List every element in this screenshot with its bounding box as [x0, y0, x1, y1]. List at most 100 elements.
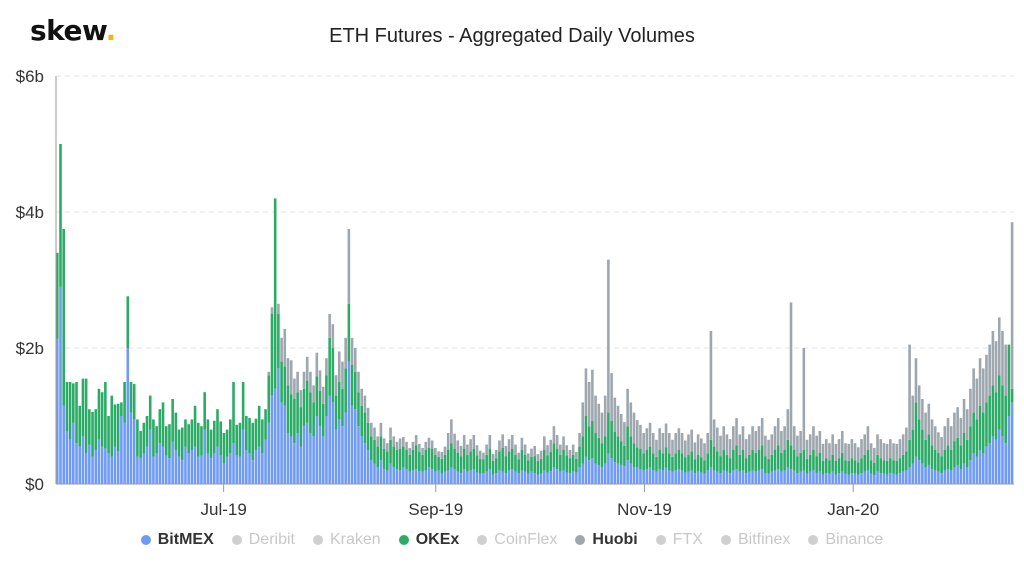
bar-huobi	[613, 397, 617, 432]
bar-okex	[293, 399, 296, 444]
bar-okex	[953, 441, 956, 467]
bar-huobi	[661, 433, 665, 454]
bar-okex	[430, 448, 434, 470]
bar-bitmex	[629, 463, 633, 484]
bar-okex	[655, 456, 658, 472]
bar-huobi	[405, 441, 408, 450]
bar-okex	[107, 416, 110, 454]
bar-huobi	[927, 403, 931, 435]
bar-bitmex	[321, 436, 325, 484]
bar-okex	[402, 446, 405, 467]
bar-bitmex	[917, 460, 921, 484]
bar-bitmex	[213, 453, 216, 484]
bar-huobi	[853, 443, 857, 461]
bar-okex	[946, 445, 950, 470]
bar-bitmex	[466, 471, 469, 484]
bar-bitmex	[664, 467, 668, 484]
bar-huobi	[619, 413, 623, 442]
bar-huobi	[786, 409, 790, 440]
bar-okex	[347, 303, 351, 362]
bar-bitmex	[100, 446, 104, 484]
bar-huobi	[536, 454, 540, 461]
bar-bitmex	[318, 426, 322, 484]
bar-okex	[712, 446, 716, 471]
legend-item-ftx[interactable]: FTX	[655, 531, 703, 549]
bar-okex	[555, 448, 559, 470]
bar-okex	[200, 426, 203, 456]
bar-huobi	[789, 302, 793, 446]
legend-item-deribit[interactable]: Deribit	[231, 531, 295, 549]
bar-bitmex	[635, 467, 639, 484]
bar-huobi	[360, 388, 363, 406]
bar-okex	[735, 445, 738, 470]
bar-okex	[568, 458, 572, 474]
bar-okex	[562, 450, 565, 471]
bar-okex	[350, 365, 354, 406]
bar-okex	[59, 144, 62, 287]
bar-bitmex	[446, 470, 450, 484]
bar-okex	[120, 402, 123, 416]
bar-bitmex	[177, 456, 181, 484]
bar-huobi	[639, 424, 642, 449]
bar-bitmex	[331, 402, 335, 484]
bar-huobi	[382, 438, 386, 449]
bar-okex	[386, 451, 389, 471]
bar-bitmex	[296, 433, 299, 484]
bar-okex	[818, 452, 822, 472]
bar-okex	[277, 314, 280, 369]
bar-bitmex	[129, 412, 133, 484]
legend-label: Bitfinex	[737, 531, 791, 548]
bar-okex	[139, 430, 142, 459]
bar-bitmex	[857, 474, 860, 484]
bar-bitmex	[978, 450, 982, 484]
bar-bitmex	[536, 474, 540, 484]
bar-okex	[97, 388, 101, 440]
bar-bitmex	[251, 460, 255, 484]
bar-huobi	[546, 445, 549, 456]
bar-bitmex	[277, 368, 280, 484]
bar-okex	[389, 439, 392, 464]
bar-huobi	[866, 426, 870, 450]
bar-bitmex	[209, 458, 213, 484]
bar-bitmex	[261, 453, 264, 484]
bar-bitmex	[523, 471, 527, 484]
legend-item-bitmex[interactable]: BitMEX	[140, 531, 214, 549]
bar-huobi	[296, 371, 299, 393]
bar-bitmex	[776, 469, 780, 484]
bar-bitmex	[885, 474, 889, 484]
bar-bitmex	[937, 471, 940, 484]
bar-huobi	[555, 435, 559, 449]
bar-okex	[722, 450, 726, 471]
bar-huobi	[395, 441, 399, 450]
bar-okex	[75, 382, 78, 444]
bar-bitmex	[514, 471, 517, 484]
bar-bitmex	[831, 471, 834, 484]
bar-bitmex	[873, 475, 876, 484]
bar-okex	[690, 451, 693, 471]
bar-huobi	[895, 443, 899, 461]
bar-bitmex	[805, 473, 809, 484]
bar-huobi	[744, 439, 748, 459]
bar-bitmex	[180, 460, 184, 484]
legend-item-kraken[interactable]: Kraken	[312, 531, 381, 549]
legend-item-coinflex[interactable]: CoinFlex	[477, 531, 557, 549]
legend-item-huobi[interactable]: Huobi	[575, 531, 638, 549]
bar-huobi	[818, 430, 822, 453]
bar-bitmex	[533, 473, 536, 484]
bar-huobi	[648, 422, 652, 447]
bar-okex	[642, 453, 645, 471]
legend-item-binance[interactable]: Binance	[808, 531, 883, 549]
bar-okex	[575, 458, 578, 473]
bar-okex	[700, 457, 703, 473]
bar-huobi	[1010, 222, 1014, 389]
legend-item-okex[interactable]: OKEx	[398, 531, 459, 549]
bar-okex	[517, 459, 520, 474]
legend-item-bitfinex[interactable]: Bitfinex	[720, 531, 791, 549]
bar-bitmex	[815, 473, 818, 484]
bar-bitmex	[110, 456, 114, 484]
bar-okex	[475, 455, 479, 473]
bar-okex	[594, 433, 597, 464]
bar-okex	[427, 447, 431, 467]
legend-label: Kraken	[329, 531, 381, 548]
bar-bitmex	[411, 470, 415, 484]
